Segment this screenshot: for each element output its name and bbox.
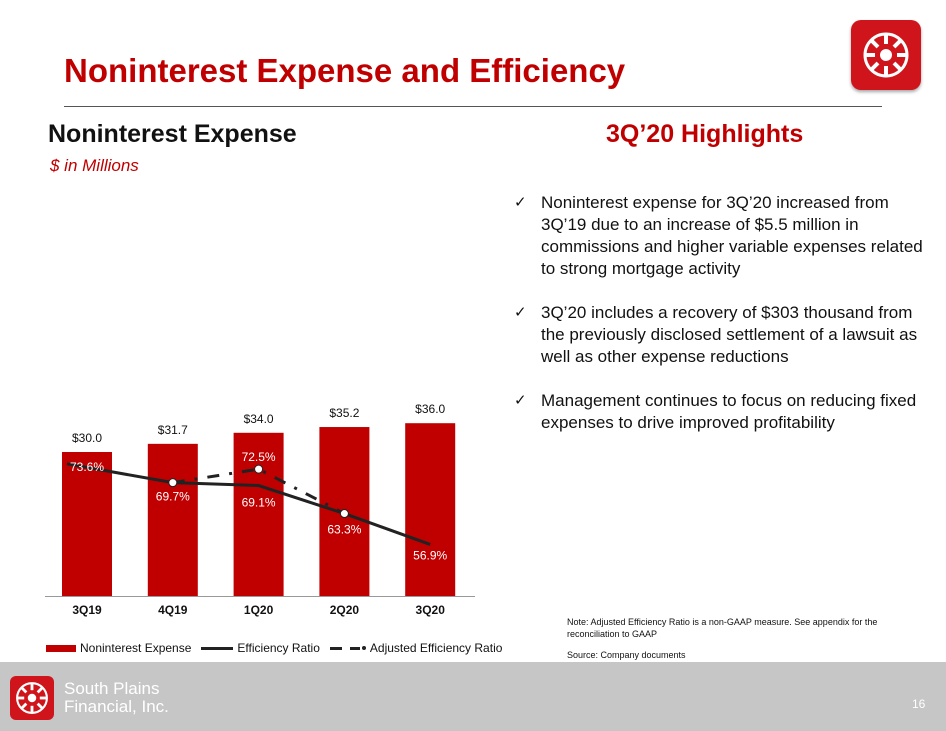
legend-item-efficiency-ratio: Efficiency Ratio [201, 641, 320, 655]
adjusted-efficiency-line [172, 467, 346, 515]
highlight-item: ✓ 3Q’20 includes a recovery of $303 thous… [514, 302, 930, 368]
bar-value-label: $31.7 [158, 423, 188, 437]
adjusted-efficiency-point [168, 478, 178, 488]
company-name-line2: Financial, Inc. [64, 697, 169, 716]
highlight-text: Noninterest expense for 3Q’20 increased … [541, 193, 923, 278]
bar-value-label: $30.0 [72, 431, 102, 445]
highlight-item: ✓ Noninterest expense for 3Q’20 increased… [514, 192, 930, 280]
bar [147, 443, 198, 596]
slide-title: Noninterest Expense and Efficiency [64, 52, 626, 89]
adjusted-efficiency-point [254, 464, 264, 474]
company-name: South Plains Financial, Inc. [64, 680, 169, 716]
legend-dot-swatch [361, 646, 366, 650]
bar-value-label: $34.0 [244, 412, 274, 426]
legend-dash-swatch [329, 646, 360, 650]
adjusted-efficiency-label: 72.5% [242, 450, 276, 464]
footer-bar [0, 662, 946, 731]
bar [405, 423, 456, 596]
source-note: Source: Company documents [567, 650, 686, 660]
efficiency-ratio-label: 63.3% [327, 523, 361, 537]
checkmark-icon: ✓ [514, 304, 527, 321]
legend-label: Adjusted Efficiency Ratio [369, 641, 503, 655]
efficiency-ratio-label: 73.6% [70, 460, 104, 474]
efficiency-ratio-label: 69.1% [242, 496, 276, 510]
legend-label: Noninterest Expense [80, 641, 192, 655]
legend-label: Efficiency Ratio [237, 641, 320, 655]
bar-value-label: $36.0 [415, 402, 445, 416]
legend-bar-swatch [46, 644, 76, 652]
highlight-text: 3Q’20 includes a recovery of $303 thousa… [541, 303, 918, 366]
wheel-logo-icon [16, 682, 48, 714]
bar [62, 452, 112, 596]
legend-item-noninterest-expense: Noninterest Expense [46, 641, 191, 655]
x-tick-label: 3Q20 [416, 603, 446, 617]
efficiency-ratio-label: 69.7% [156, 490, 190, 504]
highlights-title: 3Q’20 Highlights [606, 120, 804, 148]
highlights-list: ✓ Noninterest expense for 3Q’20 increased… [514, 192, 930, 456]
efficiency-ratio-line [66, 462, 431, 546]
company-name-line1: South Plains [64, 679, 160, 698]
highlight-text: Management continues to focus on reducin… [541, 391, 917, 432]
bar [233, 432, 284, 596]
highlight-item: ✓ Management continues to focus on reduci… [514, 390, 930, 434]
x-tick-label: 2Q20 [330, 603, 360, 617]
footnote: Note: Adjusted Efficiency Ratio is a non… [567, 617, 878, 639]
x-tick-label: 3Q19 [72, 603, 102, 617]
legend-line-swatch [201, 646, 234, 650]
checkmark-icon: ✓ [514, 194, 527, 211]
chart-title: Noninterest Expense [48, 120, 297, 148]
checkmark-icon: ✓ [514, 392, 527, 409]
title-divider [64, 106, 882, 107]
adjusted-efficiency-point [339, 509, 349, 519]
wheel-logo-icon [863, 32, 909, 78]
bar-value-label: $35.2 [329, 406, 359, 420]
footer-logo [10, 676, 54, 720]
chart-subtitle: $ in Millions [50, 156, 139, 175]
x-tick-label: 1Q20 [244, 603, 274, 617]
chart-legend: Noninterest Expense Efficiency Ratio Adj… [46, 640, 512, 656]
company-logo [851, 20, 921, 90]
page-number: 16 [912, 697, 926, 711]
efficiency-ratio-label: 56.9% [413, 548, 447, 562]
x-tick-label: 4Q19 [158, 603, 188, 617]
expense-efficiency-chart: $30.0 $31.7 $34.0 $35.2 $36.0 3Q19 4Q19 1Q20 2Q2… [45, 402, 475, 617]
legend-item-adjusted-efficiency-ratio: Adjusted Efficiency Ratio [329, 641, 503, 655]
